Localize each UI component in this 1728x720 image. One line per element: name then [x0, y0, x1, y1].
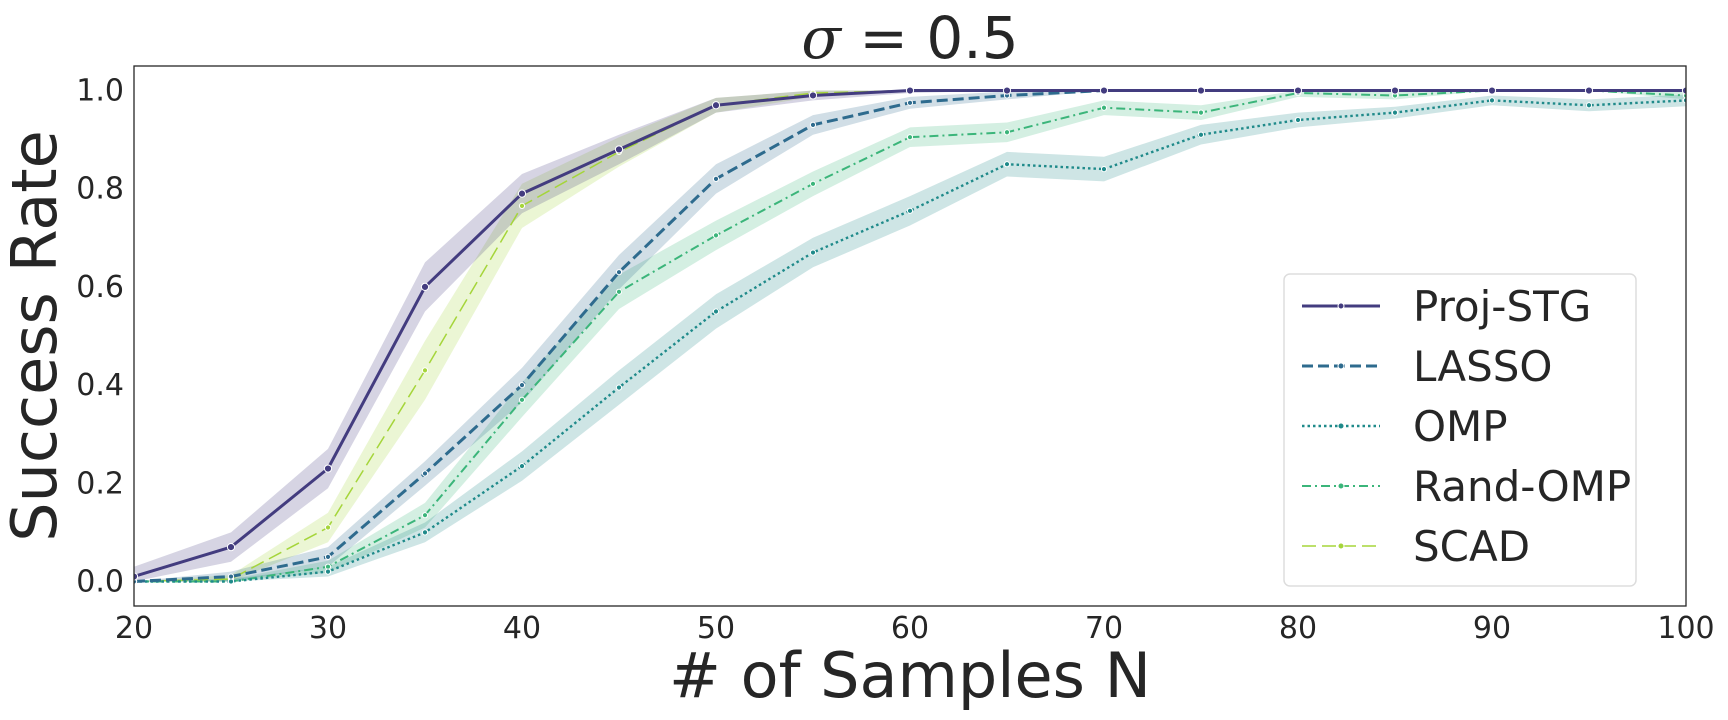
proj-stg-point: [1584, 86, 1594, 95]
y-tick-label: 0.8: [76, 172, 124, 207]
lasso-point: [324, 553, 332, 561]
proj-stg-point: [1487, 86, 1497, 95]
legend-scad-marker: [1337, 542, 1345, 550]
plot-frame: [133, 65, 1687, 607]
proj-stg-point: [905, 86, 915, 95]
legend-proj-stg-label: Proj-STG: [1413, 282, 1591, 331]
lasso-point: [809, 121, 817, 129]
omp-point: [615, 384, 623, 391]
omp-point: [1294, 116, 1302, 124]
y-axis-label: Success Rate: [0, 130, 71, 541]
x-tick-label: 100: [1657, 611, 1714, 646]
proj-stg-point: [808, 91, 818, 100]
x-tick-label: 90: [1473, 611, 1511, 646]
omp-confidence-band: [134, 94, 1686, 582]
legend-rand-omp-label: Rand-OMP: [1413, 462, 1631, 511]
proj-stg-point: [323, 464, 333, 473]
legend-scad-label: SCAD: [1413, 522, 1530, 571]
omp-point: [421, 529, 429, 536]
proj-stg-point: [1099, 86, 1109, 95]
scad-point: [518, 202, 526, 210]
x-tick-label: 70: [1085, 611, 1123, 646]
legend-frame: [1283, 273, 1637, 587]
x-tick-label: 80: [1279, 611, 1317, 646]
omp-point: [1585, 102, 1593, 109]
y-tick-label: 0.4: [76, 368, 124, 403]
proj-stg-point: [420, 282, 430, 292]
x-axis-label: # of Samples N: [669, 639, 1151, 712]
confidence-bands: [134, 90, 1686, 582]
lasso-point: [906, 99, 914, 106]
x-tick-label: 60: [891, 611, 929, 646]
chart-title: σ = 0.5: [801, 4, 1018, 72]
omp-point: [1488, 97, 1496, 104]
proj-stg-point: [134, 572, 139, 581]
lasso-point: [227, 573, 235, 580]
legend-proj-stg-marker: [1337, 302, 1345, 310]
y-tick-label: 0.2: [76, 466, 124, 501]
proj-stg-point: [1002, 86, 1012, 95]
lasso-point: [615, 269, 623, 276]
proj-stg-point: [517, 189, 527, 198]
title-value: = 0.5: [841, 4, 1019, 72]
rand-omp-point: [1197, 109, 1205, 116]
y-tick-label: 0.6: [76, 270, 124, 305]
omp-point: [1197, 131, 1205, 138]
series-markers: [134, 86, 1686, 585]
rand-omp-point: [615, 288, 623, 295]
x-tick-label: 20: [115, 611, 153, 646]
rand-omp-point: [906, 134, 914, 141]
y-tick-labels: 0.0 0.2 0.4 0.6 0.8 1.0: [76, 74, 124, 600]
proj-stg-point: [1293, 86, 1303, 95]
legend-lasso-label: LASSO: [1413, 342, 1552, 391]
x-tick-label: 30: [309, 611, 347, 646]
x-tick-labels: 20 30 40 50 60 70 80 90 100: [115, 611, 1715, 646]
omp-line: [134, 99, 1686, 583]
lasso-point: [421, 470, 429, 477]
legend-omp-marker: [1337, 422, 1345, 430]
proj-stg-point: [1390, 86, 1400, 95]
proj-stg-point: [1196, 86, 1206, 95]
omp-point: [518, 462, 526, 470]
lasso-point: [518, 381, 526, 389]
lasso-point: [712, 175, 720, 183]
title-sigma: σ: [801, 4, 842, 72]
rand-omp-point: [712, 232, 720, 239]
rand-omp-point: [809, 180, 817, 187]
omp-point: [1003, 161, 1011, 168]
proj-stg-point: [614, 145, 624, 154]
scad-point: [421, 367, 429, 374]
rand-omp-point: [421, 512, 429, 519]
y-tick-label: 1.0: [76, 74, 124, 109]
omp-point: [1391, 109, 1399, 116]
omp-point: [324, 568, 332, 575]
legend-omp-label: OMP: [1413, 402, 1508, 451]
proj-stg-confidence-band: [134, 90, 1686, 582]
proj-stg-point: [711, 101, 721, 110]
scad-confidence-band: [134, 90, 1686, 582]
legend-lasso-marker: [1337, 362, 1345, 370]
scad-point: [324, 524, 332, 531]
omp-point: [712, 308, 720, 315]
x-tick-label: 40: [503, 611, 541, 646]
omp-point: [809, 249, 817, 256]
proj-stg-point: [1681, 86, 1686, 95]
proj-stg-point: [226, 542, 236, 552]
y-tick-label: 0.0: [76, 564, 124, 599]
omp-point: [1100, 165, 1108, 173]
rand-omp-point: [518, 396, 526, 403]
omp-point: [906, 207, 914, 214]
rand-omp-line: [134, 89, 1686, 583]
rand-omp-point: [1100, 104, 1108, 111]
rand-omp-point: [1003, 129, 1011, 136]
legend-rand-omp-marker: [1337, 482, 1345, 490]
legend: Proj-STG LASSO OMP Rand-OMP SCAD: [1283, 273, 1637, 587]
x-tick-label: 50: [697, 611, 735, 646]
